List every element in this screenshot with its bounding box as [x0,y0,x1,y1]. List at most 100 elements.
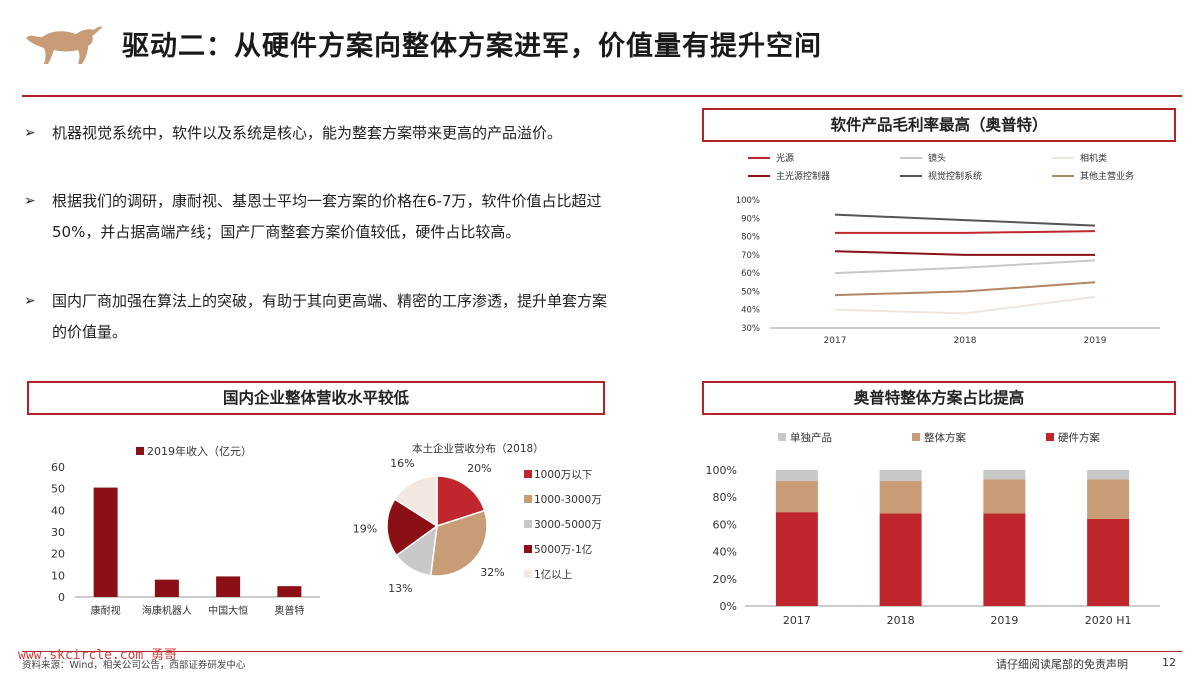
arrow-bullet-icon: ➢ [24,125,36,141]
y-tick-label: 20% [713,573,737,586]
slice-label: 19% [353,522,377,535]
x-tick-label: 2018 [887,614,915,627]
pie-slice [429,509,488,577]
page-number: 12 [1162,656,1176,669]
domestic-chart-header: 国内企业整体营收水平较低 [27,381,605,415]
watermark-link[interactable]: www.skcircle.com 勇哥 [18,648,178,663]
legend-label: 视觉控制系统 [928,170,982,182]
legend-label: 整体方案 [924,431,966,444]
bar [93,487,118,597]
y-tick-label: 80% [713,491,737,504]
stacked-segment-0 [775,512,818,606]
legend-label: 5000万-1亿 [534,543,592,556]
share-chart-header: 奥普特整体方案占比提高 [702,381,1176,415]
stacked-segment-2 [775,470,818,481]
x-tick-label: 海康机器人 [142,604,192,617]
legend-swatch [1046,433,1054,441]
x-tick-label: 奥普特 [274,604,304,617]
stacked-segment-0 [1087,518,1130,606]
legend-label: 硬件方案 [1058,431,1100,444]
bullet-item: ➢ 根据我们的调研，康耐视、基恩士平均一套方案的价格在6-7万，软件价值占比超过… [24,186,614,248]
legend-label: 2019年收入（亿元） [147,444,252,458]
slice-label: 20% [467,462,491,475]
legend-label: 单独产品 [790,431,832,444]
y-tick-label: 70% [741,251,760,261]
bar [154,579,179,597]
x-tick-label: 2020 H1 [1085,614,1132,627]
source-note: 资料来源：Wind，相关公司公告，西部证券研发中心 [22,660,246,671]
margin-chart-header: 软件产品毛利率最高（奥普特） [702,108,1176,142]
y-tick-label: 30% [741,324,760,334]
y-tick-label: 20 [51,548,65,561]
x-tick-label: 康耐视 [91,604,121,617]
stacked-segment-1 [1087,479,1130,519]
title-divider [22,95,1182,97]
bar [216,576,241,597]
legend-label: 1亿以上 [534,568,572,581]
x-tick-label: 2017 [824,336,847,346]
pie-slice [393,475,438,528]
solution-share-stacked-chart: 单独产品 整体方案 硬件方案 100% 80% 60% 40% 20% 0% 2017 2018 20… [706,431,1160,627]
revenue-bar-chart: 2019年收入（亿元） 60 50 40 30 20 10 0 康耐视 海康机器人 中国大恒 奥普特 [51,444,320,617]
stacked-segment-0 [879,513,922,606]
legend-label: 3000-5000万 [534,519,602,531]
slice-label: 32% [480,566,504,579]
arrow-bullet-icon: ➢ [24,293,36,309]
pie-slice [386,498,439,557]
bullet-item: ➢ 国内厂商加强在算法上的突破，有助于其向更高端、精密的工序渗透，提升单套方案的… [24,286,614,348]
series-line-2 [834,295,1096,315]
series-line-1 [834,259,1096,275]
y-tick-label: 60% [713,518,737,531]
x-tick-label: 2019 [1084,336,1107,346]
x-tick-label: 2017 [783,614,811,627]
bull-logo-icon [26,26,102,64]
stacked-segment-0 [983,513,1026,606]
y-tick-label: 0 [58,591,65,604]
y-tick-label: 60% [741,269,760,279]
legend-label: 光源 [776,152,794,164]
bar [277,586,302,597]
disclaimer-note: 请仔细阅读尾部的免责声明 [996,658,1128,671]
legend-swatch [778,433,786,441]
stacked-segment-2 [983,470,1026,480]
y-tick-label: 40% [713,546,737,559]
legend-swatch [524,470,532,478]
legend-label: 主光源控制器 [776,170,830,182]
bullet-item: ➢ 机器视觉系统中，软件以及系统是核心，能为整套方案带来更高的产品溢价。 [24,118,614,149]
slice-label: 16% [390,457,414,470]
legend-swatch [524,570,532,578]
arrow-bullet-icon: ➢ [24,193,36,209]
legend-swatch [524,545,532,553]
legend-label: 其他主营业务 [1080,170,1134,182]
y-tick-label: 40 [51,504,65,517]
y-tick-label: 0% [720,600,737,613]
y-tick-label: 60 [51,461,65,474]
y-tick-label: 50 [51,483,65,496]
legend-swatch [524,520,532,528]
stacked-segment-2 [879,470,922,481]
series-line-0 [835,230,1096,234]
pie-slice [436,475,486,528]
stacked-segment-1 [775,480,818,513]
revenue-distribution-pie-chart: 本土企业营收分布（2018） 20% 32% 13% 19% 16% 1000万以下 1000… [353,442,602,595]
y-tick-label: 80% [741,233,760,243]
y-tick-label: 50% [741,287,760,297]
legend-swatch [524,495,532,503]
y-tick-label: 30 [51,526,65,539]
x-tick-label: 2018 [954,336,977,346]
legend-label: 1000-3000万 [534,494,602,506]
legend-swatch [136,447,144,455]
stacked-segment-1 [879,480,922,514]
legend-swatch [912,433,920,441]
y-tick-label: 100% [736,196,760,206]
x-tick-label: 中国大恒 [208,604,248,617]
slice-label: 13% [388,582,412,595]
pie-title: 本土企业营收分布（2018） [412,442,544,455]
legend-label: 镜头 [928,152,946,164]
page-title: 驱动二：从硬件方案向整体方案进军，价值量有提升空间 [122,31,822,62]
footer-divider [22,651,1182,652]
y-tick-label: 10 [51,569,65,582]
legend-label: 相机类 [1080,152,1107,164]
series-line-4 [834,213,1096,227]
